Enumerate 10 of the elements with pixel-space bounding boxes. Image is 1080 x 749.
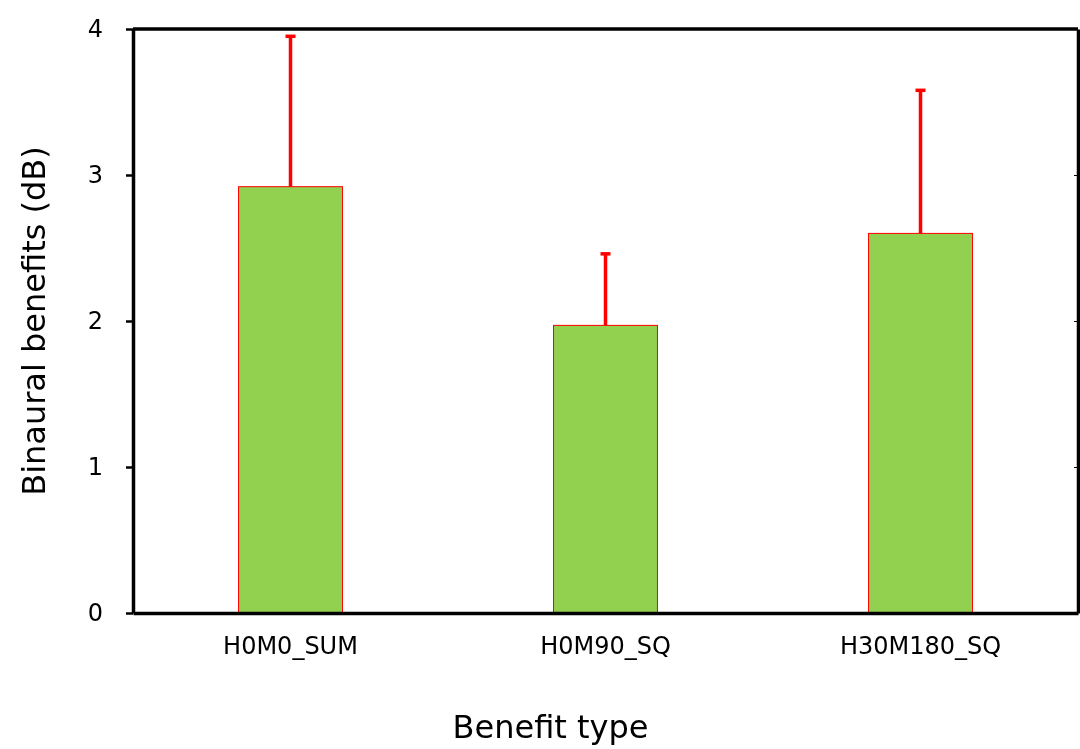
y-axis-title: Binaural benefits (dB): [15, 146, 53, 496]
x-axis-title: Benefit type: [452, 708, 649, 746]
y-tick-label: 4: [87, 15, 103, 44]
y-tick-label: 3: [87, 161, 103, 190]
y-tick-label: 2: [87, 307, 103, 336]
x-tick-label: H30M180_SQ: [839, 632, 1002, 661]
y-tick-label: 1: [87, 453, 103, 482]
y-tick-label: 0: [87, 599, 103, 628]
x-tick-label: H0M90_SQ: [540, 632, 671, 661]
x-tick-label: H0M0_SUM: [223, 632, 358, 661]
